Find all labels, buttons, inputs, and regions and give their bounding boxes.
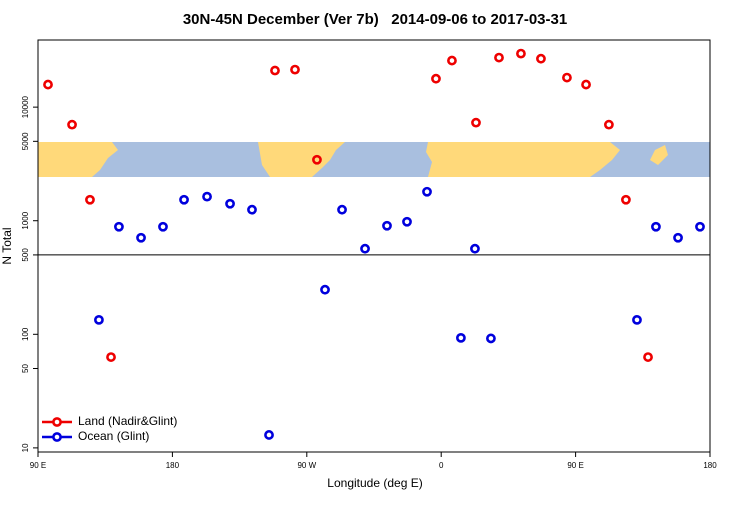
point (643, 352, 653, 362)
point (486, 333, 496, 344)
point (43, 79, 53, 90)
legend-label: Ocean (Glint) (78, 429, 149, 443)
y-tick-label: 100 (21, 327, 30, 341)
point (136, 232, 146, 243)
point (264, 430, 274, 440)
legend-label: Land (Nadir&Glint) (78, 414, 177, 428)
point (581, 79, 591, 90)
y-tick-label: 1000 (21, 211, 30, 229)
y-tick-label: 10 (21, 443, 30, 452)
legend: Land (Nadir&Glint)Ocean (Glint) (42, 414, 177, 443)
point (179, 194, 189, 205)
x-tick-label: 90 E (30, 461, 46, 470)
y-tick-label: 500 (21, 248, 30, 262)
point (106, 352, 116, 362)
point (470, 243, 480, 254)
point (673, 232, 683, 243)
plot-frame (37, 39, 711, 453)
point (312, 154, 322, 165)
point (447, 55, 457, 66)
point (516, 48, 526, 59)
point (225, 198, 235, 209)
point (402, 216, 412, 227)
point (158, 221, 168, 232)
chart-title: 30N-45N December (Ver 7b) 2014-09-06 to … (183, 11, 567, 28)
land-japan (650, 145, 668, 165)
land-eurasia (426, 142, 620, 177)
point (695, 221, 705, 232)
x-tick-label: 180 (166, 461, 180, 470)
point (562, 72, 572, 83)
point (320, 284, 330, 295)
x-tick-label: 180 (703, 461, 717, 470)
y-tick-label: 50 (21, 363, 30, 372)
x-tick-label: 90 E (567, 461, 583, 470)
point (431, 73, 441, 84)
point (247, 204, 257, 215)
point (422, 186, 432, 197)
point (337, 204, 347, 215)
point (94, 314, 104, 325)
point (536, 53, 546, 64)
legend-marker (52, 432, 62, 442)
point (471, 117, 481, 128)
y-tick-label: 5000 (21, 132, 30, 150)
point (651, 221, 661, 232)
point (632, 314, 642, 325)
point (604, 119, 614, 130)
point (290, 64, 300, 75)
point (67, 119, 77, 130)
point (494, 52, 504, 63)
point (382, 220, 392, 231)
land-asia (38, 142, 118, 177)
x-axis-label: Longitude (deg E) (327, 476, 422, 490)
land-america (258, 142, 345, 177)
x-tick-label: 0 (439, 461, 444, 470)
y-tick-label: 10000 (21, 95, 30, 118)
point (202, 191, 212, 202)
point (621, 194, 631, 205)
point (85, 194, 95, 205)
point (360, 243, 370, 254)
point (270, 65, 280, 76)
x-tick-label: 90 W (297, 461, 316, 470)
point (114, 221, 124, 232)
y-axis-label: N Total (0, 227, 14, 264)
point (456, 332, 466, 343)
map-band (38, 142, 710, 177)
legend-marker (52, 417, 62, 427)
